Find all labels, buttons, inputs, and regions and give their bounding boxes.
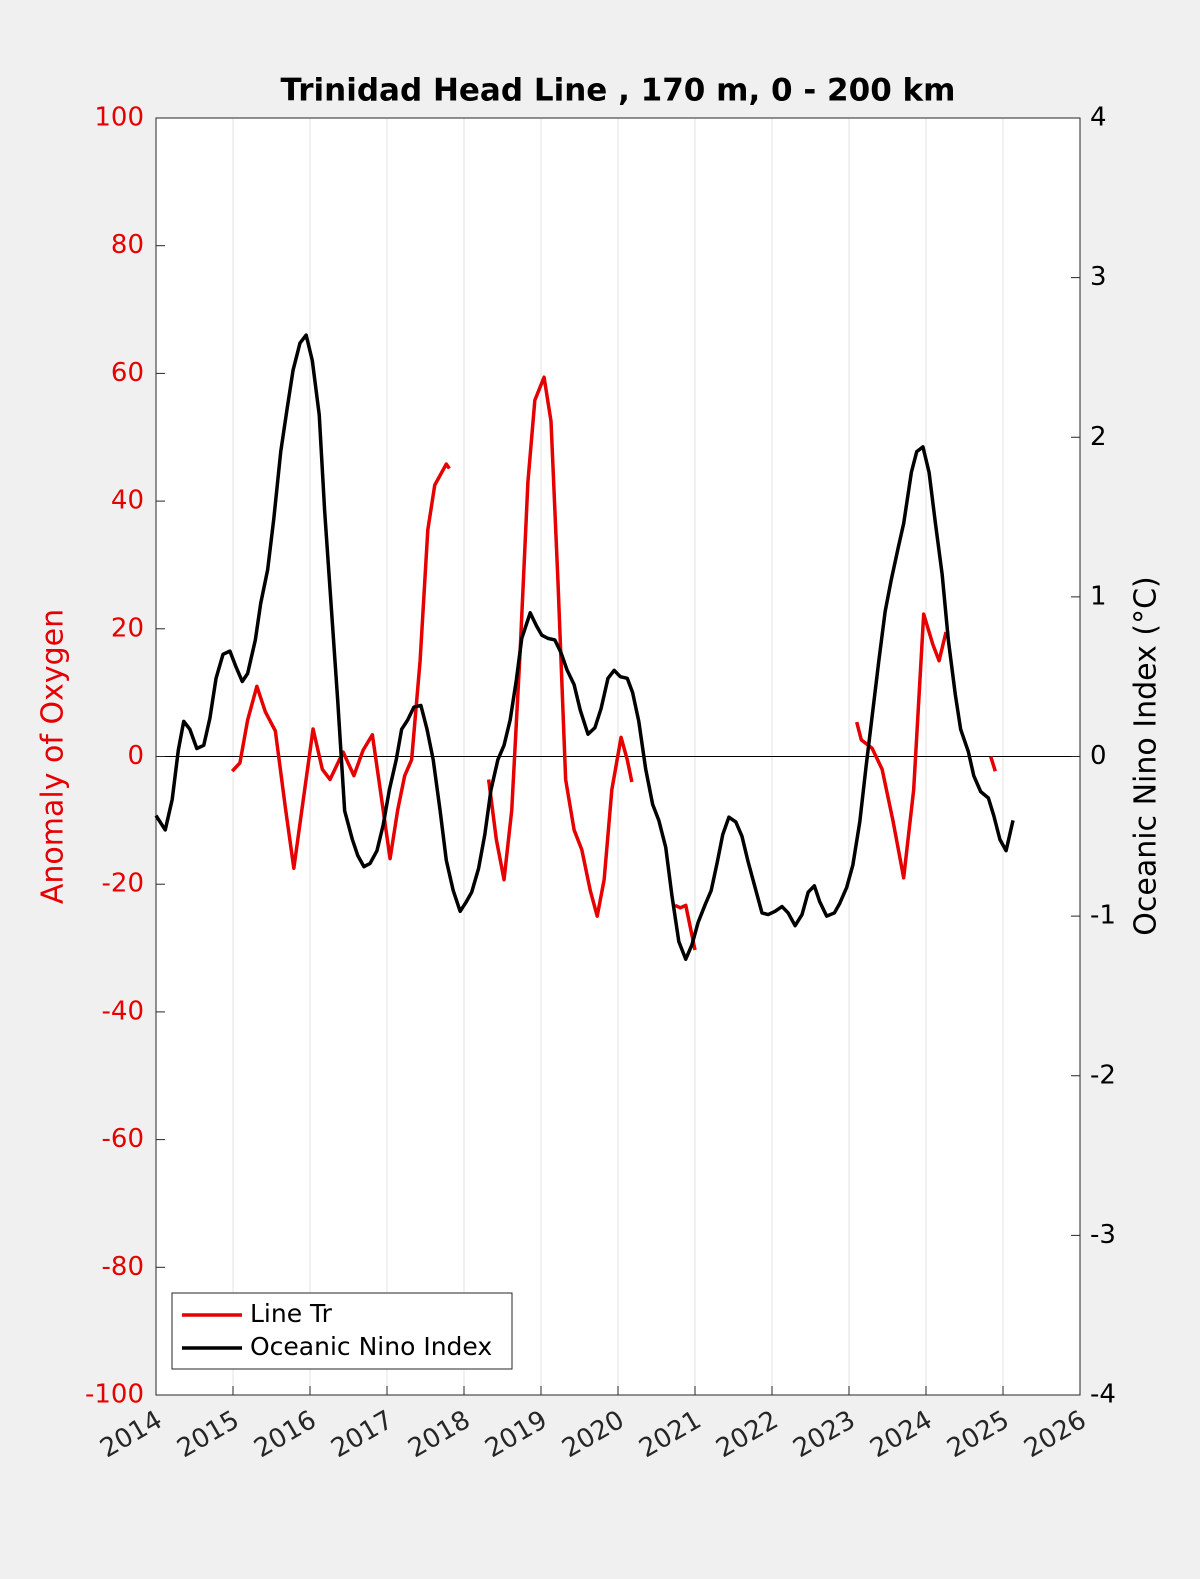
y-tick-label: -20 — [102, 869, 144, 899]
y2-tick-label: 3 — [1090, 262, 1107, 292]
x-tick-label: 2016 — [249, 1405, 321, 1464]
y2-tick-label: 2 — [1090, 422, 1107, 452]
y2-tick-label: 0 — [1090, 741, 1107, 771]
y2-tick-label: -1 — [1090, 901, 1116, 931]
plot-frame — [155, 117, 1081, 1396]
x-tick-label: 2018 — [403, 1405, 475, 1464]
y2-axis-label: Oceanic Nino Index (°C) — [1129, 576, 1164, 936]
y-tick-label: 40 — [111, 486, 144, 516]
x-tick-label: 2014 — [95, 1405, 167, 1464]
x-tick-label: 2022 — [711, 1405, 783, 1464]
x-tick-label: 2023 — [788, 1405, 860, 1464]
x-tick-label: 2024 — [865, 1405, 937, 1464]
y-tick-label: 100 — [94, 103, 144, 133]
x-tick-label: 2017 — [326, 1405, 398, 1464]
legend-label: Line Tr — [250, 1299, 333, 1328]
data-line — [230, 375, 997, 951]
data-line — [154, 333, 1015, 961]
chart-title: Trinidad Head Line , 170 m, 0 - 200 km — [281, 73, 956, 109]
y2-tick-label: -3 — [1090, 1220, 1116, 1250]
y-tick-label: -100 — [85, 1380, 144, 1410]
y-tick-label: -60 — [102, 1124, 144, 1154]
y-tick-label: -40 — [102, 996, 144, 1026]
y-tick-label: 20 — [111, 613, 144, 643]
x-tick-label: 2021 — [634, 1405, 706, 1464]
y2-tick-label: -4 — [1090, 1380, 1116, 1410]
x-tick-label: 2015 — [172, 1405, 244, 1464]
x-tick-label: 2020 — [557, 1405, 629, 1464]
y-tick-label: 60 — [111, 358, 144, 388]
x-tick-label: 2019 — [480, 1405, 552, 1464]
legend-box — [171, 1292, 513, 1370]
y-tick-label: 0 — [127, 741, 144, 771]
legend-label: Oceanic Nino Index — [250, 1332, 492, 1361]
y-tick-label: 80 — [111, 230, 144, 260]
y2-tick-label: 4 — [1090, 103, 1107, 133]
y-axis-label: Anomaly of Oxygen — [36, 609, 71, 904]
y2-tick-label: 1 — [1090, 581, 1107, 611]
y2-tick-label: -2 — [1090, 1060, 1116, 1090]
y-tick-label: -80 — [102, 1252, 144, 1282]
x-tick-label: 2025 — [942, 1405, 1014, 1464]
x-tick-label: 2026 — [1019, 1405, 1091, 1464]
